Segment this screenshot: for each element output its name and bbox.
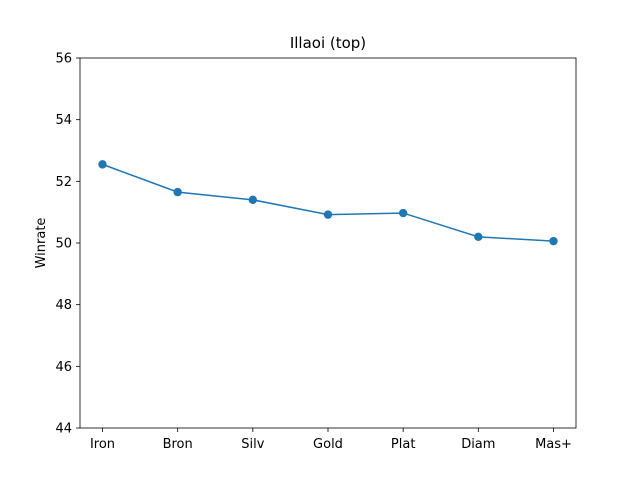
data-point-bron bbox=[173, 187, 182, 197]
x-axis: Iron Bron Silv Gold Plat Diam Mas+ bbox=[90, 428, 572, 452]
data-point-silv bbox=[248, 195, 258, 205]
data-point-mas bbox=[549, 236, 558, 246]
y-tick-label: 50 bbox=[55, 237, 72, 252]
y-tick-label: 44 bbox=[55, 422, 72, 437]
y-tick-label: 48 bbox=[55, 298, 72, 313]
x-tick-label: Gold bbox=[313, 437, 343, 452]
data-point-diam bbox=[474, 232, 483, 242]
x-tick-label: Diam bbox=[461, 437, 495, 452]
x-tick-label: Iron bbox=[90, 437, 115, 452]
chart-title: Illaoi (top) bbox=[290, 34, 366, 52]
series-layer bbox=[98, 160, 558, 246]
data-point-plat bbox=[398, 208, 408, 218]
x-tick-label: Bron bbox=[163, 437, 193, 452]
data-point-iron bbox=[98, 160, 107, 169]
plot-area bbox=[80, 58, 576, 428]
y-tick-label: 54 bbox=[55, 113, 72, 128]
data-point-gold bbox=[323, 210, 333, 219]
y-axis-label: Winrate bbox=[34, 218, 49, 269]
y-tick-label: 56 bbox=[55, 52, 72, 67]
y-tick-label: 52 bbox=[55, 175, 72, 190]
x-tick-label: Plat bbox=[391, 437, 416, 452]
x-tick-label: Silv bbox=[241, 437, 264, 452]
y-axis: 44 46 48 50 52 54 56 bbox=[55, 52, 80, 437]
x-tick-label: Mas+ bbox=[535, 437, 572, 452]
y-tick-label: 46 bbox=[55, 360, 72, 375]
